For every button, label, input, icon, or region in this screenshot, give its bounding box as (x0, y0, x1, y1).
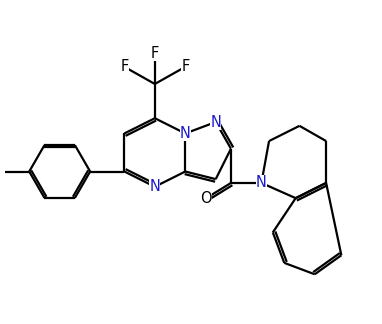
Text: N: N (210, 115, 221, 130)
Text: N: N (180, 126, 191, 141)
Text: N: N (256, 175, 267, 191)
Text: F: F (151, 46, 159, 61)
Text: F: F (120, 59, 128, 74)
Text: O: O (201, 191, 212, 206)
Text: N: N (149, 179, 160, 194)
Text: F: F (181, 59, 189, 74)
